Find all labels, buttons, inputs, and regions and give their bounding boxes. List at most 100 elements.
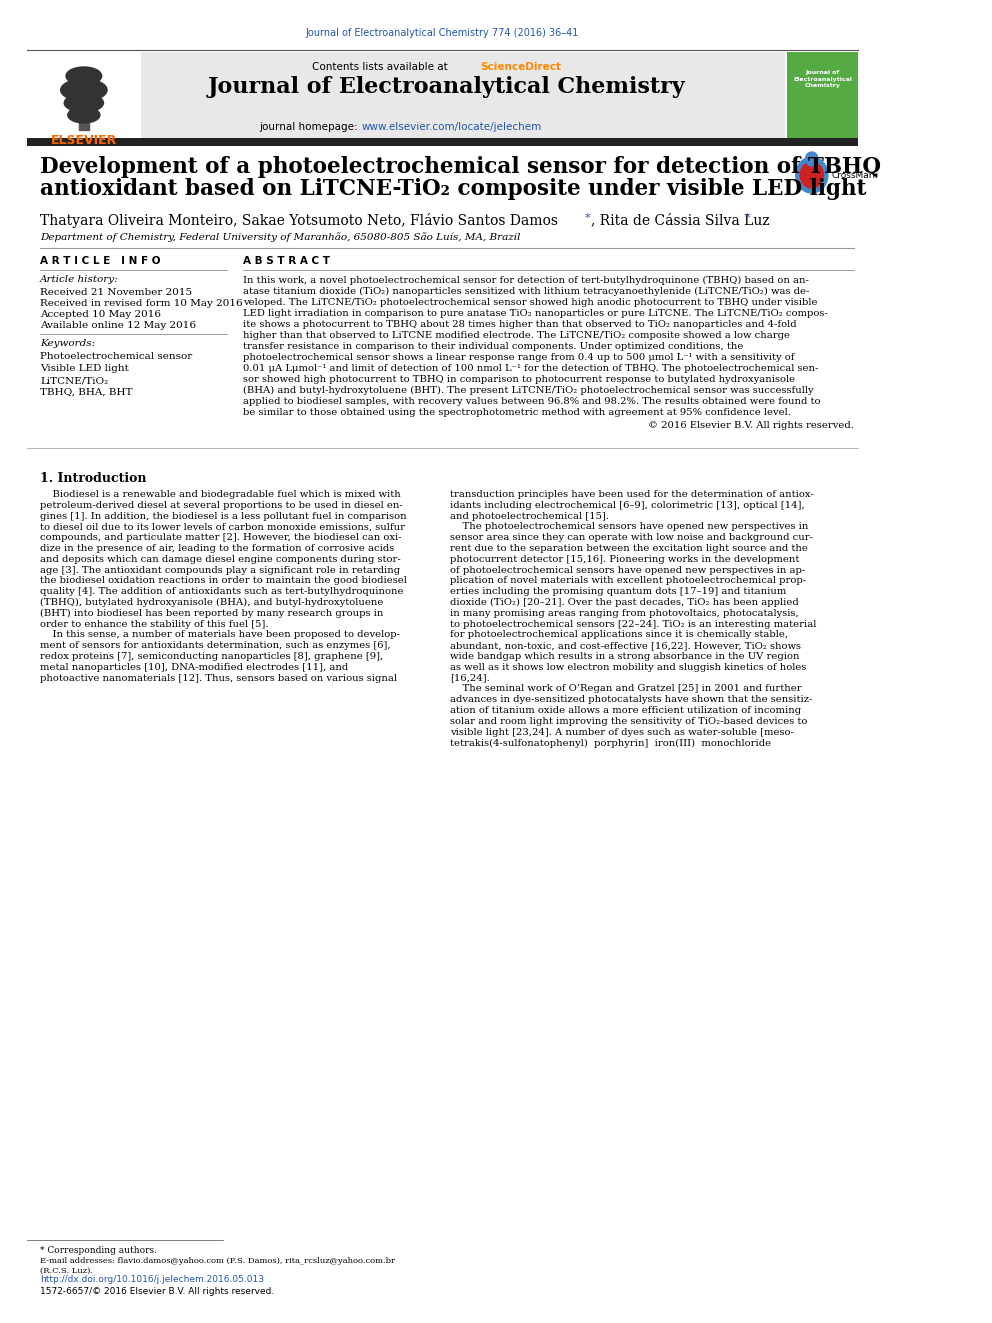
- Text: of photoelectrochemical sensors have opened new perspectives in ap-: of photoelectrochemical sensors have ope…: [450, 566, 806, 574]
- Text: Available online 12 May 2016: Available online 12 May 2016: [40, 321, 196, 329]
- Text: Contents lists available at: Contents lists available at: [312, 62, 451, 71]
- Text: sor showed high photocurrent to TBHQ in comparison to photocurrent response to b: sor showed high photocurrent to TBHQ in …: [243, 374, 795, 384]
- Text: ation of titanium oxide allows a more efficient utilization of incoming: ation of titanium oxide allows a more ef…: [450, 706, 802, 714]
- Text: for photoelectrochemical applications since it is chemically stable,: for photoelectrochemical applications si…: [450, 630, 789, 639]
- Text: * Corresponding authors.: * Corresponding authors.: [40, 1246, 157, 1256]
- Text: *: *: [585, 213, 591, 224]
- Text: 0.01 μA Lμmol⁻¹ and limit of detection of 100 nmol L⁻¹ for the detection of TBHQ: 0.01 μA Lμmol⁻¹ and limit of detection o…: [243, 364, 818, 373]
- Text: atase titanium dioxide (TiO₂) nanoparticles sensitized with lithium tetracyanoet: atase titanium dioxide (TiO₂) nanopartic…: [243, 287, 809, 296]
- Text: applied to biodiesel samples, with recovery values between 96.8% and 98.2%. The : applied to biodiesel samples, with recov…: [243, 397, 820, 406]
- Text: The seminal work of O’Regan and Gratzel [25] in 2001 and further: The seminal work of O’Regan and Gratzel …: [450, 684, 803, 693]
- Text: ScienceDirect: ScienceDirect: [480, 62, 560, 71]
- Circle shape: [796, 157, 828, 193]
- Circle shape: [806, 152, 818, 165]
- Text: http://dx.doi.org/10.1016/j.jelechem.2016.05.013: http://dx.doi.org/10.1016/j.jelechem.201…: [40, 1275, 264, 1285]
- Text: ELSEVIER: ELSEVIER: [51, 134, 117, 147]
- Text: Photoelectrochemical sensor: Photoelectrochemical sensor: [40, 352, 192, 361]
- Text: Biodiesel is a renewable and biodegradable fuel which is mixed with: Biodiesel is a renewable and biodegradab…: [40, 490, 401, 499]
- Text: The photoelectrochemical sensors have opened new perspectives in: The photoelectrochemical sensors have op…: [450, 523, 808, 532]
- FancyBboxPatch shape: [27, 52, 785, 138]
- Text: quality [4]. The addition of antioxidants such as tert-butylhydroquinone: quality [4]. The addition of antioxidant…: [40, 587, 404, 597]
- Text: Accepted 10 May 2016: Accepted 10 May 2016: [40, 310, 161, 319]
- Text: antioxidant based on LiTCNE-TiO₂ composite under visible LED light: antioxidant based on LiTCNE-TiO₂ composi…: [40, 179, 867, 200]
- Text: to photoelectrochemical sensors [22–24]. TiO₂ is an interesting material: to photoelectrochemical sensors [22–24].…: [450, 619, 816, 628]
- Text: CrossMark: CrossMark: [831, 171, 878, 180]
- Text: dize in the presence of air, leading to the formation of corrosive acids: dize in the presence of air, leading to …: [40, 544, 395, 553]
- Ellipse shape: [64, 94, 103, 112]
- Text: www.elsevier.com/locate/jelechem: www.elsevier.com/locate/jelechem: [361, 122, 542, 132]
- Text: and deposits which can damage diesel engine components during stor-: and deposits which can damage diesel eng…: [40, 554, 401, 564]
- Text: (BHA) and butyl-hydroxytoluene (BHT). The present LiTCNE/TiO₂ photoelectrochemic: (BHA) and butyl-hydroxytoluene (BHT). Th…: [243, 386, 813, 396]
- Text: order to enhance the stability of this fuel [5].: order to enhance the stability of this f…: [40, 619, 269, 628]
- Text: wide bandgap which results in a strong absorbance in the UV region: wide bandgap which results in a strong a…: [450, 652, 800, 662]
- Text: (TBHQ), butylated hydroxyanisole (BHA), and butyl-hydroxytoluene: (TBHQ), butylated hydroxyanisole (BHA), …: [40, 598, 384, 607]
- Text: Development of a photoelectrochemical sensor for detection of TBHQ: Development of a photoelectrochemical se…: [40, 156, 881, 179]
- Text: 1. Introduction: 1. Introduction: [40, 472, 147, 486]
- Text: Thatyara Oliveira Monteiro, Sakae Yotsumoto Neto, Flávio Santos Damos: Thatyara Oliveira Monteiro, Sakae Yotsum…: [40, 213, 562, 228]
- Text: dioxide (TiO₂) [20–21]. Over the past decades, TiO₂ has been applied: dioxide (TiO₂) [20–21]. Over the past de…: [450, 598, 800, 607]
- Text: *: *: [745, 213, 751, 224]
- Text: Journal of
Electroanalytical
Chemistry: Journal of Electroanalytical Chemistry: [793, 70, 852, 89]
- Text: Journal of Electroanalytical Chemistry 774 (2016) 36–41: Journal of Electroanalytical Chemistry 7…: [306, 28, 579, 38]
- Text: Keywords:: Keywords:: [40, 339, 95, 348]
- Text: , Rita de Cássia Silva Luz: , Rita de Cássia Silva Luz: [591, 213, 775, 228]
- Text: gines [1]. In addition, the biodiesel is a less pollutant fuel in comparison: gines [1]. In addition, the biodiesel is…: [40, 512, 407, 520]
- Ellipse shape: [61, 79, 107, 101]
- Text: ment of sensors for antioxidants determination, such as enzymes [6],: ment of sensors for antioxidants determi…: [40, 642, 391, 650]
- Text: abundant, non-toxic, and cost-effective [16,22]. However, TiO₂ shows: abundant, non-toxic, and cost-effective …: [450, 642, 802, 650]
- Text: metal nanoparticles [10], DNA-modified electrodes [11], and: metal nanoparticles [10], DNA-modified e…: [40, 663, 348, 672]
- FancyBboxPatch shape: [787, 52, 858, 138]
- Text: solar and room light improving the sensitivity of TiO₂-based devices to: solar and room light improving the sensi…: [450, 717, 807, 726]
- Text: (R.C.S. Luz).: (R.C.S. Luz).: [40, 1267, 93, 1275]
- Text: Visible LED light: Visible LED light: [40, 364, 129, 373]
- Text: A B S T R A C T: A B S T R A C T: [243, 255, 329, 266]
- Text: Received 21 November 2015: Received 21 November 2015: [40, 288, 192, 296]
- Text: higher than that observed to LiTCNE modified electrode. The LiTCNE/TiO₂ composit: higher than that observed to LiTCNE modi…: [243, 331, 790, 340]
- Text: photoactive nanomaterials [12]. Thus, sensors based on various signal: photoactive nanomaterials [12]. Thus, se…: [40, 673, 397, 683]
- Text: transfer resistance in comparison to their individual components. Under optimize: transfer resistance in comparison to the…: [243, 343, 743, 351]
- Ellipse shape: [66, 67, 102, 85]
- Text: as well as it shows low electron mobility and sluggish kinetics of holes: as well as it shows low electron mobilit…: [450, 663, 806, 672]
- Text: redox proteins [7], semiconducting nanoparticles [8], graphene [9],: redox proteins [7], semiconducting nanop…: [40, 652, 383, 662]
- Text: A R T I C L E   I N F O: A R T I C L E I N F O: [40, 255, 161, 266]
- Text: advances in dye-sensitized photocatalysts have shown that the sensitiz-: advances in dye-sensitized photocatalyst…: [450, 695, 812, 704]
- Text: © 2016 Elsevier B.V. All rights reserved.: © 2016 Elsevier B.V. All rights reserved…: [648, 421, 854, 430]
- Ellipse shape: [67, 107, 100, 123]
- Text: the biodiesel oxidation reactions in order to maintain the good biodiesel: the biodiesel oxidation reactions in ord…: [40, 577, 407, 585]
- Text: In this sense, a number of materials have been proposed to develop-: In this sense, a number of materials hav…: [40, 630, 400, 639]
- Text: Received in revised form 10 May 2016: Received in revised form 10 May 2016: [40, 299, 243, 308]
- Text: be similar to those obtained using the spectrophotometric method with agreement : be similar to those obtained using the s…: [243, 407, 791, 417]
- Text: Article history:: Article history:: [40, 275, 119, 284]
- Text: E-mail addresses: flavio.damos@yahoo.com (F.S. Damos), rita_rcsluz@yahoo.com.br: E-mail addresses: flavio.damos@yahoo.com…: [40, 1257, 395, 1265]
- Text: Journal of Electroanalytical Chemistry: Journal of Electroanalytical Chemistry: [207, 75, 684, 98]
- Text: erties including the promising quantum dots [17–19] and titanium: erties including the promising quantum d…: [450, 587, 787, 597]
- Text: [16,24].: [16,24].: [450, 673, 490, 683]
- Text: (BHT) into biodiesel has been reported by many research groups in: (BHT) into biodiesel has been reported b…: [40, 609, 384, 618]
- Text: and photoelectrochemical [15].: and photoelectrochemical [15].: [450, 512, 609, 520]
- Text: plication of novel materials with excellent photoelectrochemical prop-: plication of novel materials with excell…: [450, 577, 806, 585]
- Text: photocurrent detector [15,16]. Pioneering works in the development: photocurrent detector [15,16]. Pioneerin…: [450, 554, 800, 564]
- Text: 1572-6657/© 2016 Elsevier B.V. All rights reserved.: 1572-6657/© 2016 Elsevier B.V. All right…: [40, 1287, 275, 1297]
- Text: age [3]. The antioxidant compounds play a significant role in retarding: age [3]. The antioxidant compounds play …: [40, 566, 400, 574]
- Text: LiTCNE/TiO₂: LiTCNE/TiO₂: [40, 376, 108, 385]
- Text: petroleum-derived diesel at several proportions to be used in diesel en-: petroleum-derived diesel at several prop…: [40, 501, 403, 509]
- Text: visible light [23,24]. A number of dyes such as water-soluble [meso-: visible light [23,24]. A number of dyes …: [450, 728, 795, 737]
- Text: Department of Chemistry, Federal University of Maranhão, 65080-805 São Luís, MA,: Department of Chemistry, Federal Univers…: [40, 232, 521, 242]
- Text: rent due to the separation between the excitation light source and the: rent due to the separation between the e…: [450, 544, 808, 553]
- Text: In this work, a novel photoelectrochemical sensor for detection of tert-butylhyd: In this work, a novel photoelectrochemic…: [243, 277, 808, 286]
- FancyBboxPatch shape: [27, 52, 141, 138]
- Text: LED light irradiation in comparison to pure anatase TiO₂ nanoparticles or pure L: LED light irradiation in comparison to p…: [243, 310, 827, 318]
- Text: journal homepage:: journal homepage:: [259, 122, 360, 132]
- Text: idants including electrochemical [6–9], colorimetric [13], optical [14],: idants including electrochemical [6–9], …: [450, 501, 806, 509]
- Text: transduction principles have been used for the determination of antiox-: transduction principles have been used f…: [450, 490, 814, 499]
- Text: photoelectrochemical sensor shows a linear response range from 0.4 up to 500 μmo: photoelectrochemical sensor shows a line…: [243, 353, 795, 363]
- Text: in many promising areas ranging from photovoltaics, photocatalysis,: in many promising areas ranging from pho…: [450, 609, 800, 618]
- Text: to diesel oil due to its lower levels of carbon monoxide emissions, sulfur: to diesel oil due to its lower levels of…: [40, 523, 405, 532]
- Text: compounds, and particulate matter [2]. However, the biodiesel can oxi-: compounds, and particulate matter [2]. H…: [40, 533, 402, 542]
- Text: ite shows a photocurrent to TBHQ about 28 times higher than that observed to TiO: ite shows a photocurrent to TBHQ about 2…: [243, 320, 797, 329]
- FancyBboxPatch shape: [27, 138, 858, 146]
- Circle shape: [801, 161, 823, 188]
- Text: veloped. The LiTCNE/TiO₂ photoelectrochemical sensor showed high anodic photocur: veloped. The LiTCNE/TiO₂ photoelectroche…: [243, 298, 817, 307]
- Text: TBHQ, BHA, BHT: TBHQ, BHA, BHT: [40, 388, 133, 397]
- Text: tetrakis(4-sulfonatophenyl)  porphyrin]  iron(III)  monochloride: tetrakis(4-sulfonatophenyl) porphyrin] i…: [450, 738, 772, 747]
